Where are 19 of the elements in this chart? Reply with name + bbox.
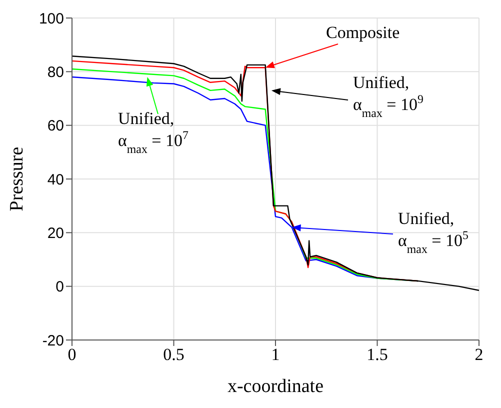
x-tick-label: 0.5 (163, 345, 184, 364)
line-series (72, 56, 479, 291)
y-tick-label: 20 (47, 224, 64, 242)
y-tick-label: 60 (47, 118, 64, 135)
annotation: Composite (326, 23, 400, 42)
y-axis-title: Pressure (6, 146, 28, 212)
annotation: Unified, α$_{max}$ = 10$^{5}$ (398, 209, 468, 256)
y-tick-label: 40 (47, 171, 64, 188)
x-tick-label: 0 (68, 345, 76, 364)
annotation: Unified, α$_{max}$ = 10$^{7}$ (118, 109, 188, 156)
annotation: Unified, α$_{max}$ = 10$^{9}$ (353, 73, 424, 120)
x-tick-label: 2 (474, 345, 484, 364)
y-tick-label: 80 (47, 64, 64, 81)
x-tick-label: 1.5 (366, 345, 388, 364)
x-tick-label: 1 (271, 345, 280, 364)
y-tick-label: 100 (38, 10, 64, 28)
y-tick-label: -20 (42, 332, 64, 350)
x-axis-title: x-coordinate (227, 376, 324, 397)
y-tick-label: 0 (56, 278, 64, 296)
